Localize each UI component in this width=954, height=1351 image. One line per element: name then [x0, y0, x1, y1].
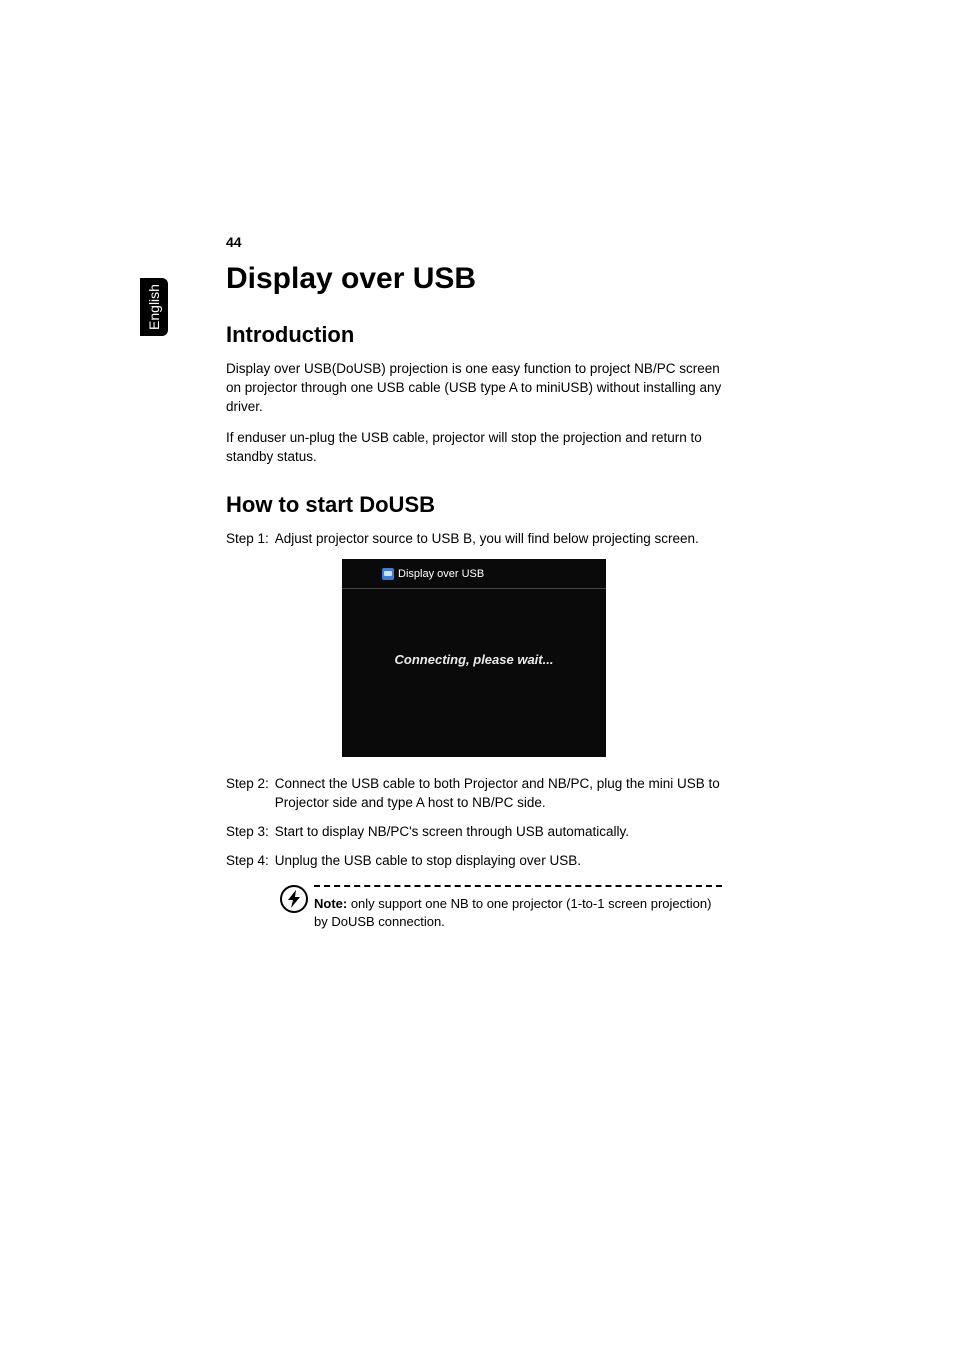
- page-number: 44: [226, 234, 242, 250]
- note-icon: [280, 885, 308, 913]
- note-bold: Note:: [314, 896, 347, 911]
- step-2-label: Step 2:: [226, 775, 269, 813]
- step-2-text: Connect the USB cable to both Projector …: [275, 775, 722, 813]
- step-2: Step 2: Connect the USB cable to both Pr…: [226, 775, 722, 813]
- main-content: Display over USB Introduction Display ov…: [226, 262, 722, 931]
- figure-header: Display over USB: [342, 559, 606, 589]
- language-tab: English: [140, 278, 168, 336]
- step-4-label: Step 4:: [226, 852, 269, 871]
- step-1-label: Step 1:: [226, 530, 269, 549]
- note-body: only support one NB to one projector (1-…: [314, 896, 711, 929]
- step-4: Step 4: Unplug the USB cable to stop dis…: [226, 852, 722, 871]
- step-3-label: Step 3:: [226, 823, 269, 842]
- heading-how-to-start: How to start DoUSB: [226, 492, 722, 518]
- step-3-text: Start to display NB/PC's screen through …: [275, 823, 722, 842]
- step-3: Step 3: Start to display NB/PC's screen …: [226, 823, 722, 842]
- projector-screen-figure: Display over USB Connecting, please wait…: [342, 559, 606, 757]
- step-1-text: Adjust projector source to USB B, you wi…: [275, 530, 722, 549]
- intro-paragraph-2: If enduser un-plug the USB cable, projec…: [226, 429, 722, 467]
- display-usb-icon: [382, 568, 394, 580]
- note-block: Note: only support one NB to one project…: [226, 885, 722, 931]
- step-4-text: Unplug the USB cable to stop displaying …: [275, 852, 722, 871]
- intro-paragraph-1: Display over USB(DoUSB) projection is on…: [226, 360, 722, 417]
- figure-message: Connecting, please wait...: [395, 652, 554, 667]
- language-tab-label: English: [146, 284, 162, 330]
- note-icon-wrap: [280, 885, 314, 913]
- page-title: Display over USB: [226, 262, 722, 296]
- note-text: Note: only support one NB to one project…: [314, 895, 722, 931]
- note-content: Note: only support one NB to one project…: [314, 885, 722, 931]
- step-1: Step 1: Adjust projector source to USB B…: [226, 530, 722, 549]
- heading-introduction: Introduction: [226, 322, 722, 348]
- figure-header-label: Display over USB: [398, 568, 484, 580]
- figure-body: Connecting, please wait...: [342, 589, 606, 729]
- dashed-divider: [314, 885, 722, 887]
